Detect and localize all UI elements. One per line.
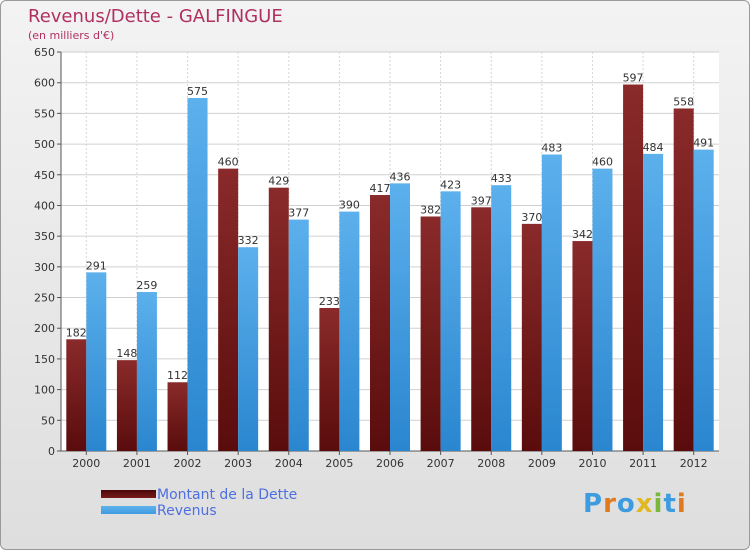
proxiti-logo: Proxiti [583, 489, 687, 519]
data-label-revenus: 483 [541, 142, 562, 155]
x-tick-label: 2009 [528, 457, 556, 470]
y-tick-label: 250 [34, 292, 55, 305]
bar-revenus [693, 149, 714, 451]
bar-dette [218, 168, 239, 451]
bar-revenus [238, 247, 259, 451]
data-label-revenus: 423 [440, 178, 461, 191]
data-label-dette: 382 [420, 204, 441, 217]
data-label-dette: 342 [572, 228, 593, 241]
bar-revenus [136, 292, 157, 451]
data-label-revenus: 460 [592, 156, 613, 169]
data-label-revenus: 291 [86, 259, 107, 272]
legend-swatch-revenus [101, 506, 156, 514]
bar-revenus [288, 219, 309, 451]
logo-letter: o [616, 489, 636, 519]
bar-dette [370, 195, 390, 451]
data-label-revenus: 390 [339, 199, 360, 212]
x-tick-label: 2005 [325, 457, 353, 470]
data-label-dette: 417 [370, 182, 391, 195]
x-tick-label: 2011 [629, 457, 657, 470]
bar-revenus [440, 191, 461, 451]
bar-revenus [187, 98, 208, 452]
logo-letter: t [663, 489, 677, 519]
y-tick-label: 0 [48, 445, 55, 458]
x-tick-label: 2007 [427, 457, 455, 470]
bar-revenus [491, 185, 512, 451]
data-label-dette: 233 [319, 295, 340, 308]
bar-dette [521, 223, 542, 451]
y-tick-label: 450 [34, 169, 55, 182]
data-label-dette: 558 [673, 95, 694, 108]
data-label-revenus: 436 [390, 170, 411, 183]
x-tick-label: 2012 [680, 457, 708, 470]
y-tick-label: 300 [34, 261, 55, 274]
data-label-dette: 148 [116, 347, 137, 360]
legend-swatch-dette [101, 490, 156, 498]
bar-dette [572, 241, 593, 451]
y-tick-label: 550 [34, 107, 55, 120]
data-label-revenus: 377 [288, 207, 309, 220]
y-tick-label: 600 [34, 77, 55, 90]
bar-dette [673, 108, 694, 451]
data-label-revenus: 433 [491, 172, 512, 185]
bar-dette [66, 339, 87, 451]
x-tick-label: 2010 [578, 457, 606, 470]
data-label-dette: 429 [268, 175, 289, 188]
logo-letter: i [676, 489, 687, 519]
y-tick-label: 350 [34, 230, 55, 243]
y-tick-label: 150 [34, 353, 55, 366]
bar-dette [319, 307, 340, 451]
data-label-dette: 182 [66, 326, 87, 339]
x-tick-label: 2001 [123, 457, 151, 470]
x-tick-label: 2006 [376, 457, 404, 470]
x-tick-label: 2000 [72, 457, 100, 470]
data-label-revenus: 575 [187, 85, 208, 98]
bar-revenus [339, 211, 360, 451]
chart-subtitle: (en milliers d'€) [28, 29, 115, 42]
y-tick-label: 400 [34, 199, 55, 212]
bar-dette [623, 84, 644, 451]
bar-dette [116, 360, 137, 451]
data-label-dette: 397 [471, 194, 492, 207]
x-tick-label: 2004 [275, 457, 303, 470]
data-label-revenus: 484 [643, 141, 664, 154]
logo-letter: r [603, 489, 617, 519]
x-tick-label: 2008 [477, 457, 505, 470]
bar-revenus [592, 168, 613, 451]
bar-revenus [86, 272, 107, 451]
data-label-dette: 597 [623, 72, 644, 85]
legend-label-revenus: Revenus [157, 503, 217, 519]
data-label-revenus: 491 [693, 137, 714, 150]
chart-title: Revenus/Dette - GALFINGUE [28, 6, 283, 27]
y-tick-label: 500 [34, 138, 55, 151]
bar-dette [167, 382, 188, 451]
bar-dette [268, 187, 289, 451]
y-tick-label: 650 [34, 46, 55, 59]
bar-dette [420, 216, 441, 451]
logo-letter: P [583, 489, 604, 519]
data-label-revenus: 259 [136, 279, 157, 292]
legend-label-dette: Montant de la Dette [157, 487, 298, 503]
y-tick-label: 100 [34, 384, 55, 397]
bar-revenus [541, 154, 562, 451]
logo-letter: x [635, 489, 654, 519]
data-label-dette: 460 [218, 156, 239, 169]
y-tick-label: 50 [41, 414, 55, 427]
y-tick-label: 200 [34, 322, 55, 335]
data-label-dette: 370 [521, 211, 542, 224]
logo-letter: i [653, 489, 664, 519]
data-label-revenus: 332 [238, 234, 259, 247]
data-label-dette: 112 [167, 369, 188, 382]
bar-revenus [390, 183, 410, 451]
bar-dette [471, 207, 492, 451]
x-tick-label: 2002 [174, 457, 202, 470]
bar-revenus [643, 153, 664, 451]
x-tick-label: 2003 [224, 457, 252, 470]
